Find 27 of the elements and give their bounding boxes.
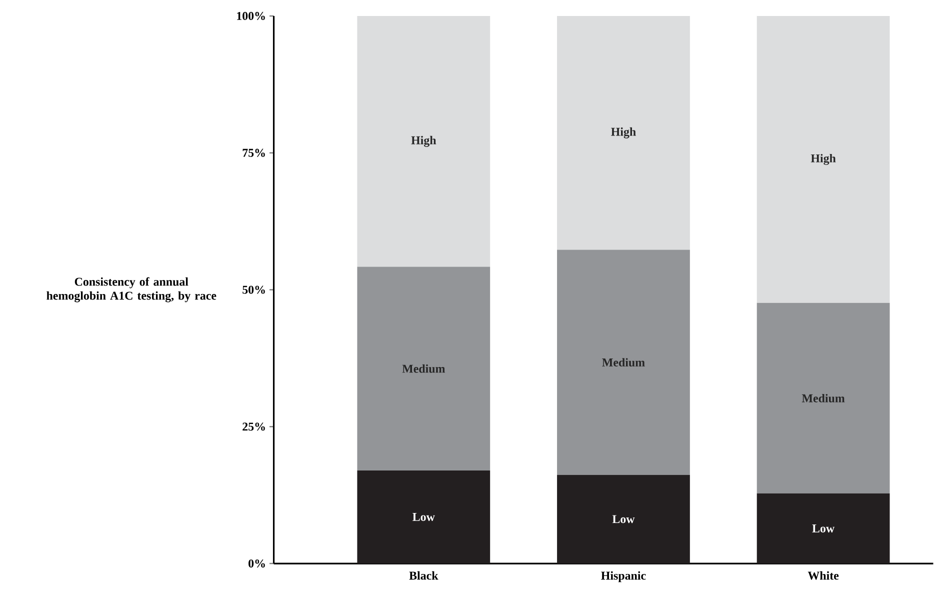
y-tick-label: 100% (237, 12, 265, 20)
bar (756, 16, 890, 303)
series-label: Low (812, 524, 835, 532)
y-tick-label: 25% (242, 422, 265, 430)
y-tick-label: 0% (248, 559, 265, 568)
x-tick-label: White (808, 571, 839, 580)
y-tick-label: 50% (242, 285, 265, 294)
y-tick-label: 75% (242, 148, 265, 157)
series-label: High (411, 136, 436, 147)
x-tick-label: Hispanic (601, 571, 646, 582)
text: Low (612, 514, 635, 523)
bar (557, 250, 690, 475)
text: Medium (602, 358, 645, 366)
text: High (810, 154, 836, 165)
x-tick-label: Black (409, 571, 438, 580)
bar (357, 266, 490, 470)
bar (756, 493, 890, 564)
bar (557, 474, 690, 564)
bar (756, 302, 890, 494)
series-label: Medium (802, 394, 845, 402)
bar (357, 16, 490, 267)
text: High (611, 127, 636, 138)
bar (557, 16, 690, 250)
bar (357, 470, 490, 564)
text: Medium (402, 364, 446, 373)
text: Low (412, 512, 435, 521)
y-axis-title: Consistency of annual hemoglobin A1C testing, by race (46, 277, 216, 302)
